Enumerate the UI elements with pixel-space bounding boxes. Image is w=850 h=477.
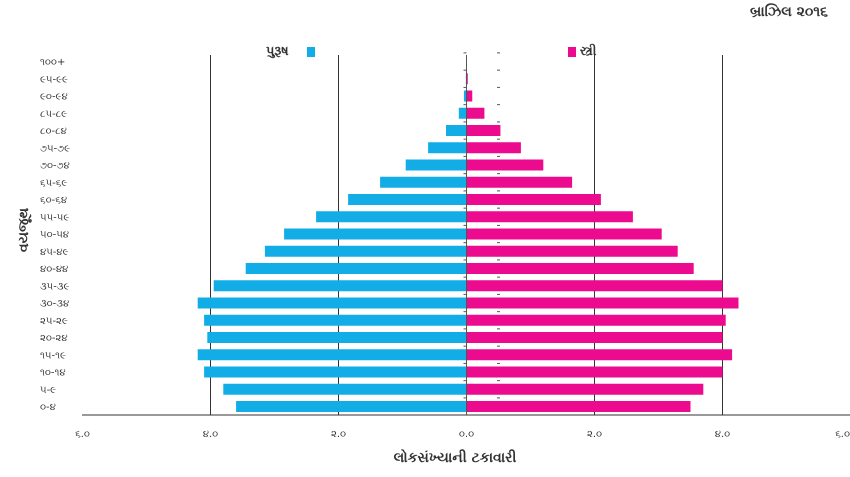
y-tick-label: ૮૫-૮૯	[40, 109, 67, 120]
x-tick-label: ૪.૦	[203, 429, 218, 440]
chart-title: બ્રાઝિલ ૨૦૧૬	[750, 4, 828, 20]
y-tick-label: ૫-૯	[40, 385, 56, 396]
female-bar-12	[466, 194, 601, 205]
female-bar-15	[466, 142, 521, 154]
female-bar-7	[466, 280, 723, 292]
male-bar-3	[197, 349, 467, 361]
legend-male-label: પુરૂષ	[266, 44, 289, 59]
male-bar-13	[380, 176, 467, 188]
x-tick-label: ૪.૦	[715, 429, 730, 440]
male-bar-7	[213, 280, 467, 292]
male-bar-17	[458, 107, 467, 119]
y-tick-label: ૦-૪	[40, 402, 56, 413]
male-bar-0	[236, 401, 467, 412]
legend-female-swatch	[568, 46, 576, 57]
male-bar-15	[428, 142, 467, 154]
male-bar-12	[348, 194, 467, 205]
y-tick-label: ૧૫-૧૯	[40, 350, 66, 361]
x-tick-label: ૬.૦	[835, 429, 850, 440]
female-bar-6	[466, 297, 739, 309]
female-bar-3	[466, 349, 733, 361]
y-tick-label: ૩૦-૩૪	[40, 299, 69, 310]
legend-male-swatch	[306, 46, 315, 57]
y-tick-label: ૪૫-૪૯	[40, 247, 69, 258]
legend-female: સ્ત્રી	[568, 44, 597, 59]
female-bar-11	[466, 211, 633, 223]
male-bar-11	[316, 211, 467, 223]
female-bar-9	[466, 245, 678, 257]
y-tick-label: ૯૦-૯૪	[40, 92, 68, 103]
y-tick-label: ૮૦-૮૪	[40, 126, 67, 137]
female-bar-1	[466, 383, 704, 395]
female-bar-4	[466, 332, 723, 343]
female-bar-18	[466, 90, 473, 102]
male-bar-14	[405, 159, 467, 171]
female-bar-5	[466, 314, 726, 326]
male-bar-18	[463, 90, 467, 102]
legend-female-label: સ્ત્રી	[580, 44, 597, 59]
legend-male: પુરૂષ	[266, 44, 315, 59]
x-tick-label: ૨.૦	[331, 429, 346, 440]
male-bar-9	[264, 245, 467, 257]
y-tick-label: ૫૦-૫૪	[40, 230, 69, 241]
y-tick-label: ૨૫-૨૯	[40, 316, 68, 327]
female-bar-19	[466, 73, 468, 85]
male-bar-1	[223, 383, 467, 395]
y-tick-label: ૪૦-૪૪	[40, 264, 68, 275]
y-tick-label: ૭૫-૭૯	[40, 143, 70, 154]
y-tick-label: ૭૦-૭૪	[40, 161, 70, 172]
male-bar-8	[245, 263, 467, 274]
x-tick-label: ૦.૦	[459, 429, 474, 440]
female-bar-14	[466, 159, 544, 171]
x-tick-label: ૬.૦	[75, 429, 90, 440]
male-bar-5	[204, 314, 467, 326]
male-bar-10	[284, 228, 467, 240]
y-axis-label: વયજૂથ	[16, 207, 32, 253]
y-tick-label: ૨૦-૨૪	[40, 333, 68, 344]
female-bar-2	[466, 366, 723, 378]
x-axis-label: લોકસંખ્યાની ટકાવારી	[393, 450, 517, 466]
male-bar-16	[446, 125, 467, 136]
male-bar-6	[197, 297, 467, 309]
female-bar-13	[466, 176, 573, 188]
y-tick-label: ૫૫-૫૯	[40, 212, 69, 223]
female-bar-8	[466, 263, 694, 274]
y-tick-label: ૬૦-૬૪	[40, 195, 67, 206]
y-tick-label: ૧૦-૧૪	[40, 368, 66, 379]
male-bar-2	[204, 366, 467, 378]
female-bar-0	[466, 401, 691, 412]
y-tick-label: ૩૫-૩૯	[40, 281, 69, 292]
y-tick-label: ૧૦૦+	[40, 57, 65, 68]
male-bar-4	[207, 332, 467, 343]
female-bar-10	[466, 228, 662, 240]
female-bar-17	[466, 107, 485, 119]
y-tick-label: ૬૫-૬૯	[40, 178, 67, 189]
y-tick-label: ૯૫-૯૯	[40, 74, 68, 85]
x-tick-label: ૨.૦	[587, 429, 602, 440]
female-bar-16	[466, 125, 501, 136]
